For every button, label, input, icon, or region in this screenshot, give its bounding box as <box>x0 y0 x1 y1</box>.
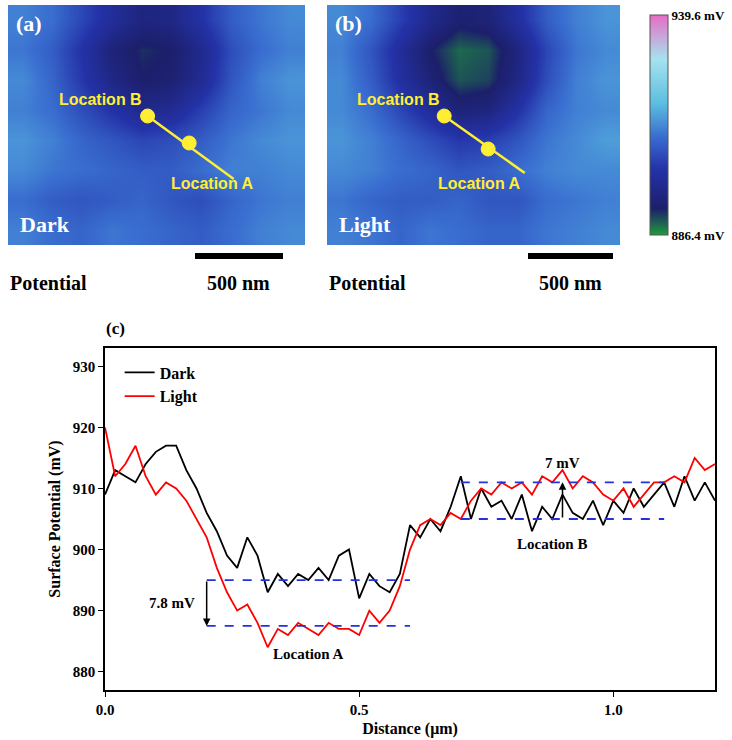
svg-text:886.4 mV: 886.4 mV <box>672 228 725 243</box>
svg-text:Location B: Location B <box>59 91 142 108</box>
svg-text:880: 880 <box>73 664 96 680</box>
svg-text:Location A: Location A <box>438 175 521 192</box>
svg-text:920: 920 <box>73 420 96 436</box>
svg-text:7.8 mV: 7.8 mV <box>149 595 195 611</box>
svg-text:500 nm: 500 nm <box>539 272 602 294</box>
svg-text:(a): (a) <box>16 11 42 36</box>
svg-text:Location B: Location B <box>517 536 587 552</box>
svg-text:500 nm: 500 nm <box>207 272 270 294</box>
svg-text:Light: Light <box>160 388 198 406</box>
svg-text:900: 900 <box>73 542 96 558</box>
svg-text:Dark: Dark <box>160 365 196 382</box>
svg-text:0.0: 0.0 <box>96 702 115 718</box>
svg-text:Location A: Location A <box>171 175 254 192</box>
svg-text:Distance (μm): Distance (μm) <box>362 720 458 738</box>
svg-text:1.0: 1.0 <box>604 702 623 718</box>
svg-text:0.5: 0.5 <box>350 702 369 718</box>
svg-text:Light: Light <box>339 212 391 237</box>
svg-text:Dark: Dark <box>20 212 70 237</box>
svg-text:Location B: Location B <box>357 91 440 108</box>
svg-text:(c): (c) <box>106 319 125 338</box>
svg-text:939.6 mV: 939.6 mV <box>672 8 725 23</box>
svg-text:Surface Potential (mV): Surface Potential (mV) <box>46 440 64 597</box>
svg-text:930: 930 <box>73 359 96 375</box>
svg-text:Location A: Location A <box>273 646 344 662</box>
svg-text:Potential: Potential <box>329 272 406 294</box>
svg-text:890: 890 <box>73 603 96 619</box>
svg-text:910: 910 <box>73 481 96 497</box>
svg-text:(b): (b) <box>335 11 362 36</box>
svg-text:7 mV: 7 mV <box>545 455 580 471</box>
svg-text:Potential: Potential <box>10 272 87 294</box>
